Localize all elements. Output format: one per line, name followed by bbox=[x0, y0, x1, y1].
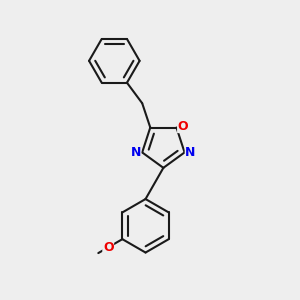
Text: O: O bbox=[178, 119, 188, 133]
Text: O: O bbox=[103, 241, 113, 254]
Text: N: N bbox=[130, 146, 141, 159]
Text: N: N bbox=[185, 146, 196, 159]
